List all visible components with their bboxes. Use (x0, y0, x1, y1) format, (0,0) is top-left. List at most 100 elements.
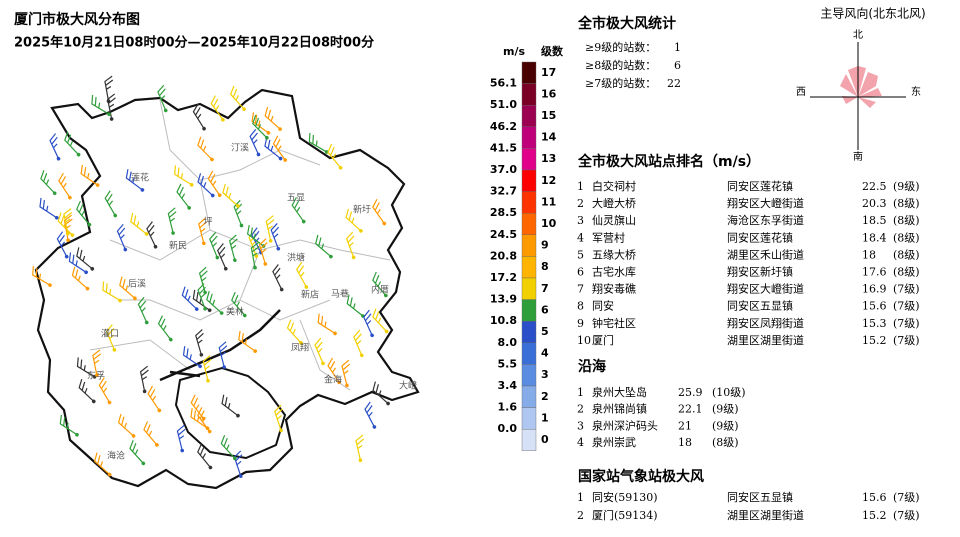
barb (286, 319, 302, 344)
barb (197, 407, 211, 432)
scale-speed: 8.0 (498, 336, 518, 349)
wind-barb (130, 212, 149, 236)
barb (176, 183, 190, 209)
barb (174, 165, 193, 186)
wind-barb (345, 231, 356, 260)
wind-barb (264, 106, 282, 131)
barb (272, 135, 286, 161)
scale-speed: 46.2 (490, 120, 517, 133)
ranking-cell: 18.4 (862, 231, 887, 244)
scale-level: 0 (541, 433, 549, 446)
scale-band (521, 169, 537, 192)
scale-speed: 41.5 (490, 141, 517, 154)
stats-value: 6 (674, 59, 681, 72)
scale-band (521, 256, 537, 279)
barb (105, 324, 115, 351)
ranking-cell: 9 (577, 317, 584, 330)
wind-barb (198, 266, 208, 295)
ranking-cell: (7级) (893, 317, 920, 330)
wind-barb (207, 170, 222, 198)
barb (56, 231, 68, 257)
barb (291, 197, 305, 222)
wind-barb (252, 114, 269, 140)
place-label: 新民 (169, 240, 187, 252)
barb (76, 247, 93, 270)
scale-level-title: 级数 (540, 44, 564, 58)
barb (157, 84, 167, 111)
barb (181, 286, 198, 310)
scale-level: 13 (541, 152, 556, 165)
barb (76, 357, 95, 378)
scale-level: 17 (541, 66, 556, 79)
wind-barb (146, 221, 158, 249)
scale-band (521, 191, 537, 214)
barb (249, 128, 260, 155)
rose-east: 东 (911, 85, 921, 98)
ranking-cell: 3 (577, 214, 584, 227)
barb (59, 414, 78, 436)
barb (228, 234, 238, 261)
ranking-cell: 翔安区大嶝街道 (727, 282, 804, 296)
rose-south: 南 (853, 150, 863, 163)
barb (221, 394, 239, 417)
ranking-cell: (8级) (893, 231, 920, 244)
ranking-cell: (8级) (893, 214, 920, 227)
ranking-cell: 同安区莲花镇 (727, 179, 793, 193)
wind-barb (64, 131, 81, 157)
national-cell: 15.2 (862, 509, 887, 522)
wind-barb (210, 95, 225, 122)
stats-panel: 全市极大风统计≥9级的站数： 1≥8级的站数： 6≥7级的站数： 22全市极大风站点排… (577, 15, 920, 522)
scale-speed: 1.6 (498, 401, 518, 414)
ranking-cell: 20.3 (862, 197, 887, 210)
wind-rose: 主导风向(北东北风) 北 东 南 西 (796, 6, 926, 164)
barb (264, 106, 281, 130)
barb (202, 355, 212, 381)
barb (192, 103, 205, 129)
coast-cell: 1 (577, 386, 584, 399)
barb (327, 143, 342, 169)
scale-level: 14 (541, 131, 557, 144)
ranking-cell: 7 (577, 283, 584, 296)
scale-level: 7 (541, 282, 549, 295)
ranking-cell: 22.5 (862, 180, 887, 193)
coast-cell: 4 (577, 436, 584, 449)
barb (363, 309, 373, 336)
barb (157, 315, 172, 340)
place-label: 凤翔 (291, 342, 309, 354)
place-label: 五显 (287, 193, 305, 204)
wind-barb (147, 385, 162, 413)
place-label: 灌口 (101, 328, 119, 340)
place-label: 马巷 (331, 289, 349, 300)
barb (71, 266, 88, 290)
coast-cell: 泉州崇武 (592, 435, 636, 449)
wind-barb (315, 234, 333, 259)
wind-barb (372, 308, 389, 334)
ranking-cell: 15.6 (862, 300, 887, 313)
scale-speed: 5.5 (498, 357, 518, 370)
barb (64, 131, 80, 156)
wind-barb (157, 84, 168, 113)
rose-title: 主导风向(北东北风) (820, 6, 925, 21)
ranking-cell: (8级) (893, 266, 920, 279)
wind-barb (264, 137, 283, 161)
barb (206, 290, 223, 314)
barb (198, 266, 208, 293)
barb (327, 357, 340, 383)
ranking-cell: 厦门 (592, 333, 614, 347)
wind-barb (327, 143, 343, 170)
barb (129, 440, 144, 464)
scale-level: 8 (541, 260, 549, 273)
wind-barb (233, 199, 244, 228)
wind-barb (258, 238, 268, 266)
wind-barb (272, 264, 284, 292)
scale-level: 12 (541, 174, 556, 187)
place-label: 东孚 (87, 370, 105, 382)
scale-band (521, 321, 537, 344)
barb (315, 234, 332, 258)
wind-barb (265, 215, 275, 243)
barb (104, 190, 116, 216)
wind-barb (195, 329, 204, 357)
wind-barb (220, 435, 237, 461)
wind-barb (137, 296, 149, 325)
